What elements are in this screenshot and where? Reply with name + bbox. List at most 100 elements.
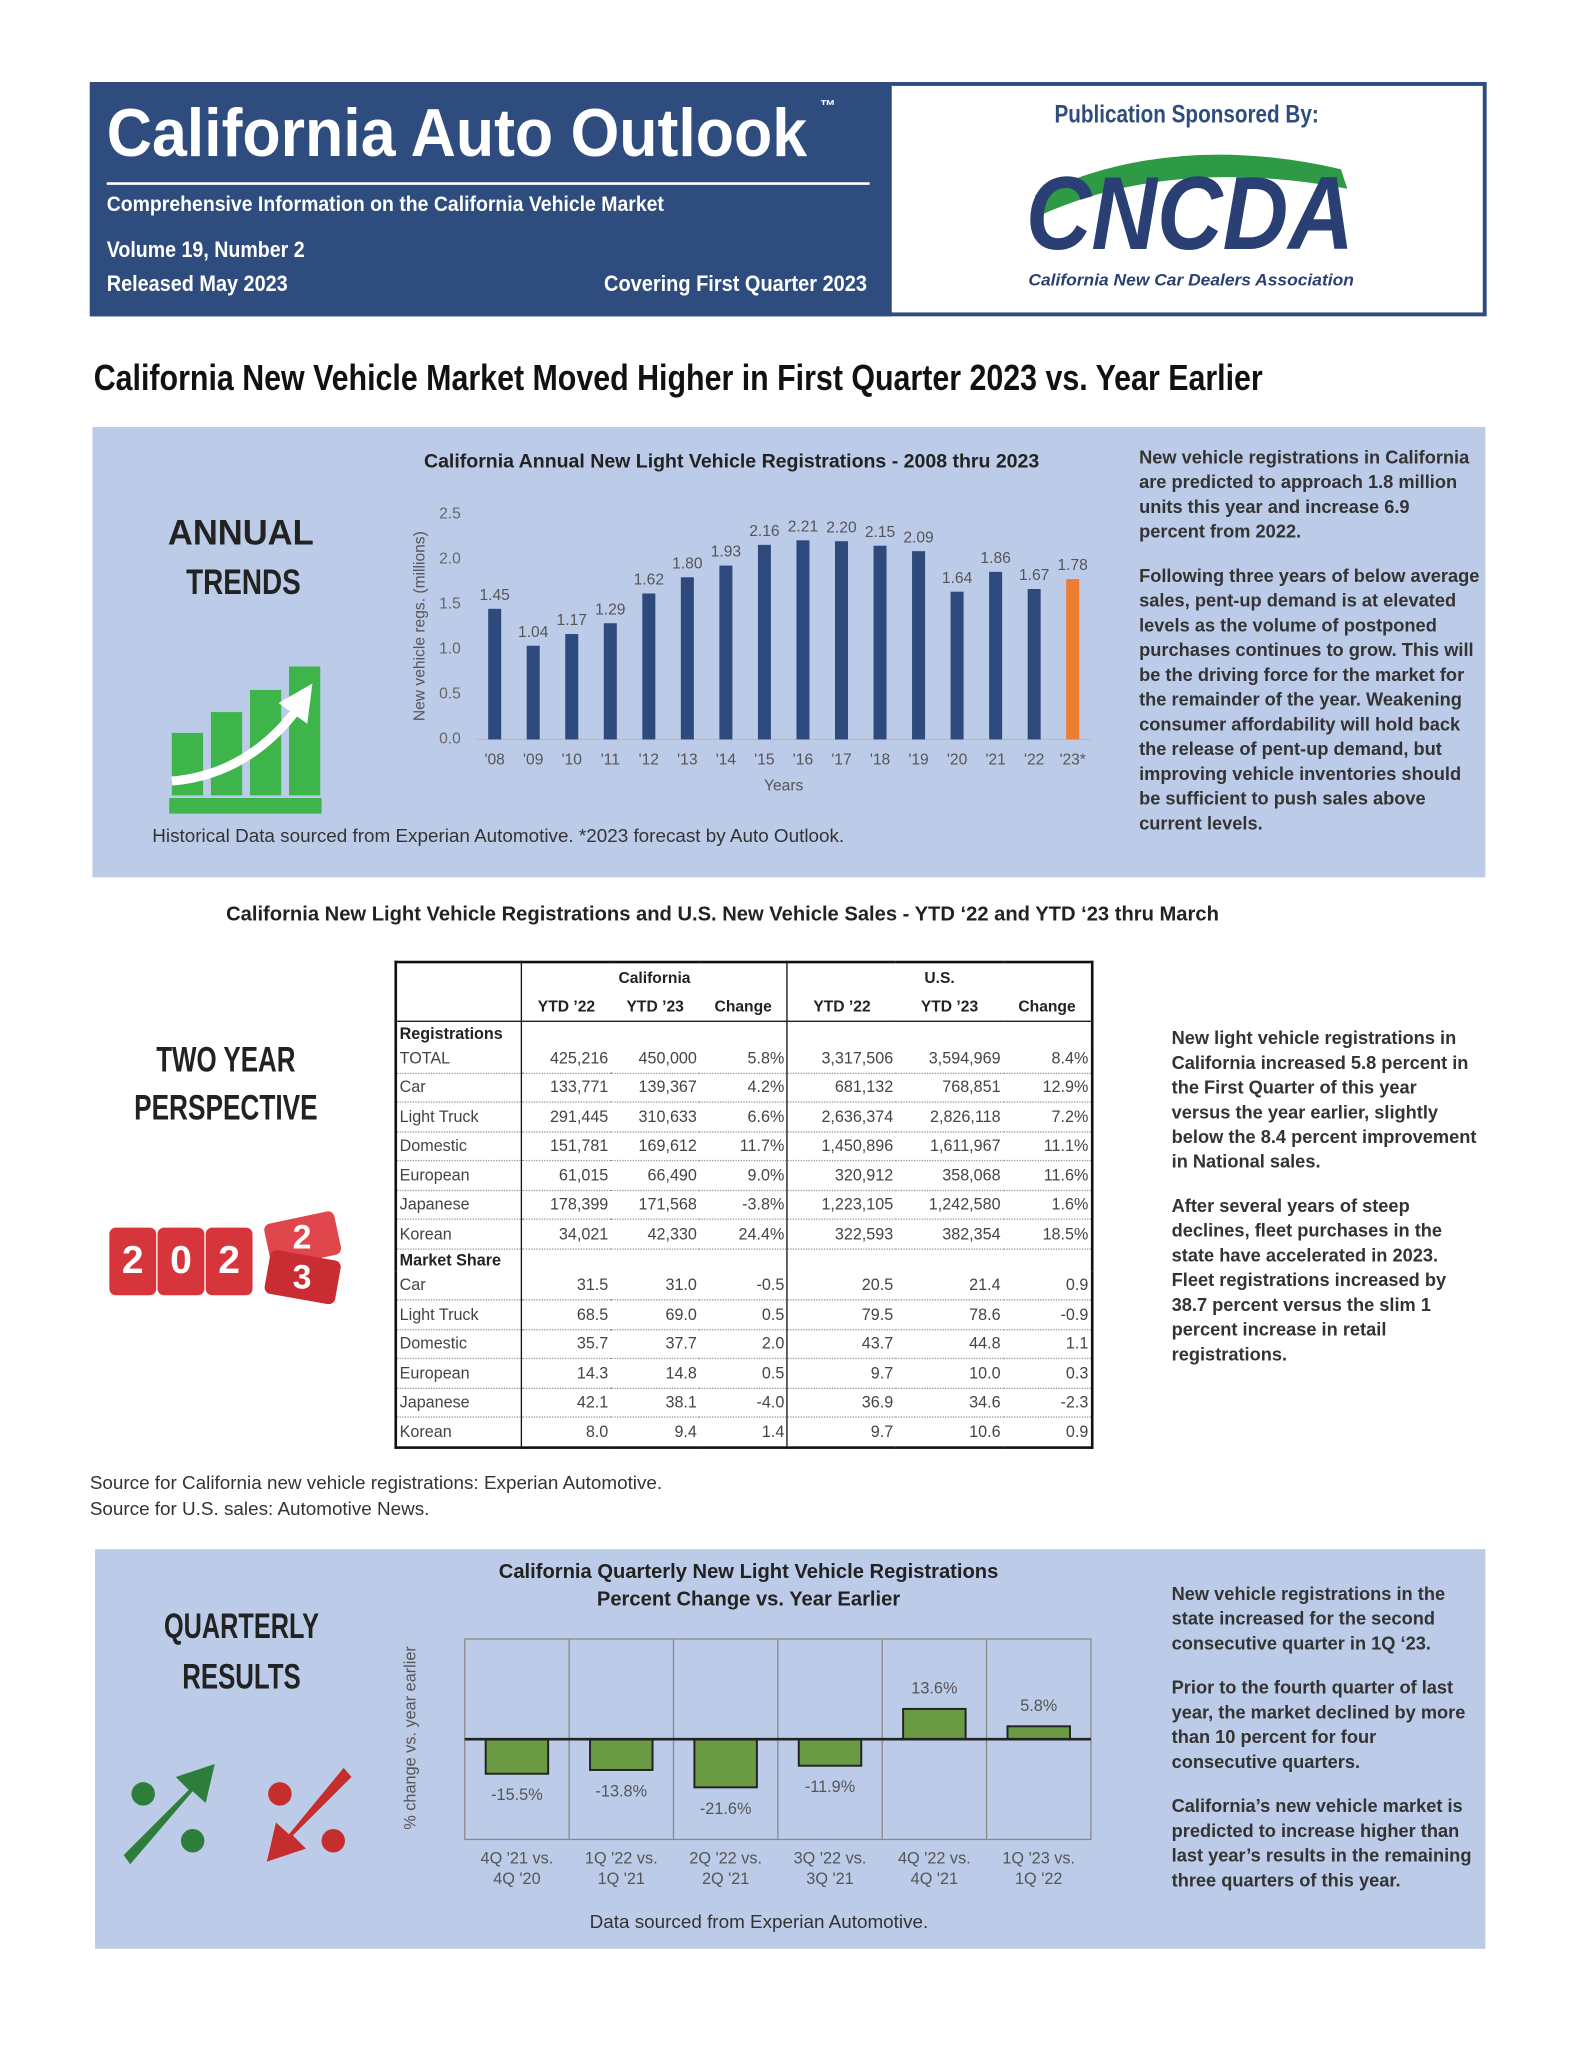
x-tick-label: 2Q '21 <box>702 1870 749 1888</box>
die-digit: 2 <box>218 1239 240 1282</box>
table-cell: 450,000 <box>610 1044 700 1074</box>
bar <box>1066 579 1080 740</box>
data-row: Korean 34,021 42,330 24.4% 322,593 382,354 18.… <box>395 1219 1093 1250</box>
table-cell: 133,771 <box>521 1072 611 1103</box>
table-cell: 171,568 <box>610 1189 700 1220</box>
value-label: 1.04 <box>518 624 549 641</box>
percent-dot <box>180 1829 205 1853</box>
table-cell: 11.6% <box>1003 1160 1093 1191</box>
value-label: 1.93 <box>711 544 741 561</box>
x-tick-label: '23* <box>1059 751 1085 768</box>
table-cell: 358,068 <box>895 1160 1004 1191</box>
table-cell: 78.6 <box>895 1299 1004 1330</box>
logo-caption: California New Car Dealers Association <box>1028 271 1353 290</box>
value-label: 2.21 <box>788 518 818 535</box>
bar <box>1027 588 1041 740</box>
column-header: YTD ’22 <box>521 991 611 1022</box>
group-header: U.S. <box>924 968 955 987</box>
x-tick-label: '17 <box>831 751 851 768</box>
column-header: Change <box>699 991 789 1022</box>
value-label: 1.29 <box>595 601 625 618</box>
group-header: California <box>521 962 789 992</box>
header-subtitle: Comprehensive Information on the Califor… <box>107 193 664 216</box>
table-cell: 31.5 <box>521 1271 611 1301</box>
chart-title: California Quarterly New Light Vehicle R… <box>499 1561 999 1583</box>
table-cell: 0.9 <box>1003 1417 1093 1448</box>
table-cell: -4.0 <box>699 1387 789 1418</box>
table-cell: 34.6 <box>895 1387 1004 1418</box>
table-cell: 37.7 <box>610 1329 700 1360</box>
corner-cell <box>395 991 523 1022</box>
data-row: Korean 8.0 9.4 1.4 9.7 10.6 0.9 <box>395 1417 1093 1448</box>
table-cell: 151,781 <box>521 1131 611 1162</box>
table-cell: 36.9 <box>787 1387 896 1418</box>
group-header-row: California U.S. <box>395 962 1092 992</box>
value-label: 2.16 <box>749 523 779 540</box>
table-cell: 10.6 <box>895 1417 1004 1448</box>
table-cell: 768,851 <box>895 1072 1004 1103</box>
table-cell: 18.5% <box>1003 1219 1093 1250</box>
x-tick-label: 4Q '21 <box>911 1870 958 1888</box>
x-tick-label: '16 <box>793 751 813 768</box>
data-row: Domestic 151,781 169,612 11.7% 1,450,896 1,61… <box>395 1131 1093 1162</box>
table-cell: -3.8% <box>699 1189 789 1220</box>
row-label: Car <box>395 1072 523 1103</box>
row-label: European <box>395 1358 523 1389</box>
x-tick-label: '22 <box>1024 751 1044 768</box>
table-cell: 3,317,506 <box>787 1044 896 1074</box>
section-label: ANNUAL <box>168 513 314 552</box>
table-cell: 0.9 <box>1003 1271 1093 1301</box>
data-row: Japanese 42.1 38.1 -4.0 36.9 34.6 -2.3 <box>395 1387 1093 1418</box>
table-cell: 14.3 <box>521 1358 611 1389</box>
value-label: 1.86 <box>980 550 1010 567</box>
row-label: Light Truck <box>395 1101 523 1132</box>
annual-commentary: New vehicle registrations in California … <box>1139 445 1480 855</box>
icon-bar <box>171 732 204 796</box>
table-cell: 1,223,105 <box>787 1189 896 1220</box>
column-header: YTD ’23 <box>610 991 700 1022</box>
table-cell: 291,445 <box>521 1101 611 1132</box>
table-cell: 425,216 <box>521 1044 611 1074</box>
data-row: TOTAL 425,216 450,000 5.8% 3,317,506 3,594,96… <box>395 1044 1093 1074</box>
table-cell: 21.4 <box>895 1271 1004 1301</box>
release-date: Released May 2023 <box>107 271 288 296</box>
data-row: Car 133,771 139,367 4.2% 681,132 768,851 12.9% <box>395 1072 1093 1103</box>
percent-dot <box>321 1829 345 1853</box>
table-cell: 4.2% <box>699 1072 789 1103</box>
table-cell: 10.0 <box>895 1358 1004 1389</box>
bar <box>526 645 540 740</box>
table-cell: 5.8% <box>699 1044 789 1074</box>
value-label: -21.6% <box>700 1800 752 1818</box>
table-title: California New Light Vehicle Registratio… <box>226 904 1219 926</box>
table-cell: 0.3 <box>1003 1358 1093 1389</box>
bar <box>693 1738 758 1789</box>
icon-base <box>169 798 322 814</box>
bar <box>989 571 1003 740</box>
data-row: European 61,015 66,490 9.0% 320,912 358,068 11… <box>395 1160 1093 1191</box>
section-label: RESULTS <box>182 1658 300 1697</box>
table-cell: -2.3 <box>1003 1387 1093 1418</box>
table-cell: 9.4 <box>610 1417 700 1448</box>
sponsor-label: Publication Sponsored By: <box>1054 101 1318 128</box>
section-heading-row: Market Share <box>395 1248 1092 1272</box>
table-cell: 3,594,969 <box>895 1044 1004 1074</box>
table-cell: 38.1 <box>610 1387 700 1418</box>
table-cell: 2.0 <box>699 1329 789 1360</box>
trademark: ™ <box>820 98 836 115</box>
table-cell: 66,490 <box>610 1160 700 1191</box>
table-cell: 7.2% <box>1003 1101 1093 1132</box>
bar <box>834 541 848 740</box>
section-label: PERSPECTIVE <box>134 1089 318 1128</box>
table-cell: 178,399 <box>521 1189 611 1220</box>
table-cell: 8.4% <box>1003 1044 1093 1074</box>
x-tick-label: '09 <box>523 751 543 768</box>
chart-title: California Annual New Light Vehicle Regi… <box>424 450 1039 472</box>
bar <box>902 1707 967 1741</box>
bar <box>873 545 887 740</box>
data-row: Japanese 178,399 171,568 -3.8% 1,223,105 1,24… <box>395 1189 1093 1220</box>
row-label: TOTAL <box>395 1044 523 1074</box>
table-cell: 322,593 <box>787 1219 896 1250</box>
x-tick-label: 4Q '20 <box>493 1870 540 1888</box>
